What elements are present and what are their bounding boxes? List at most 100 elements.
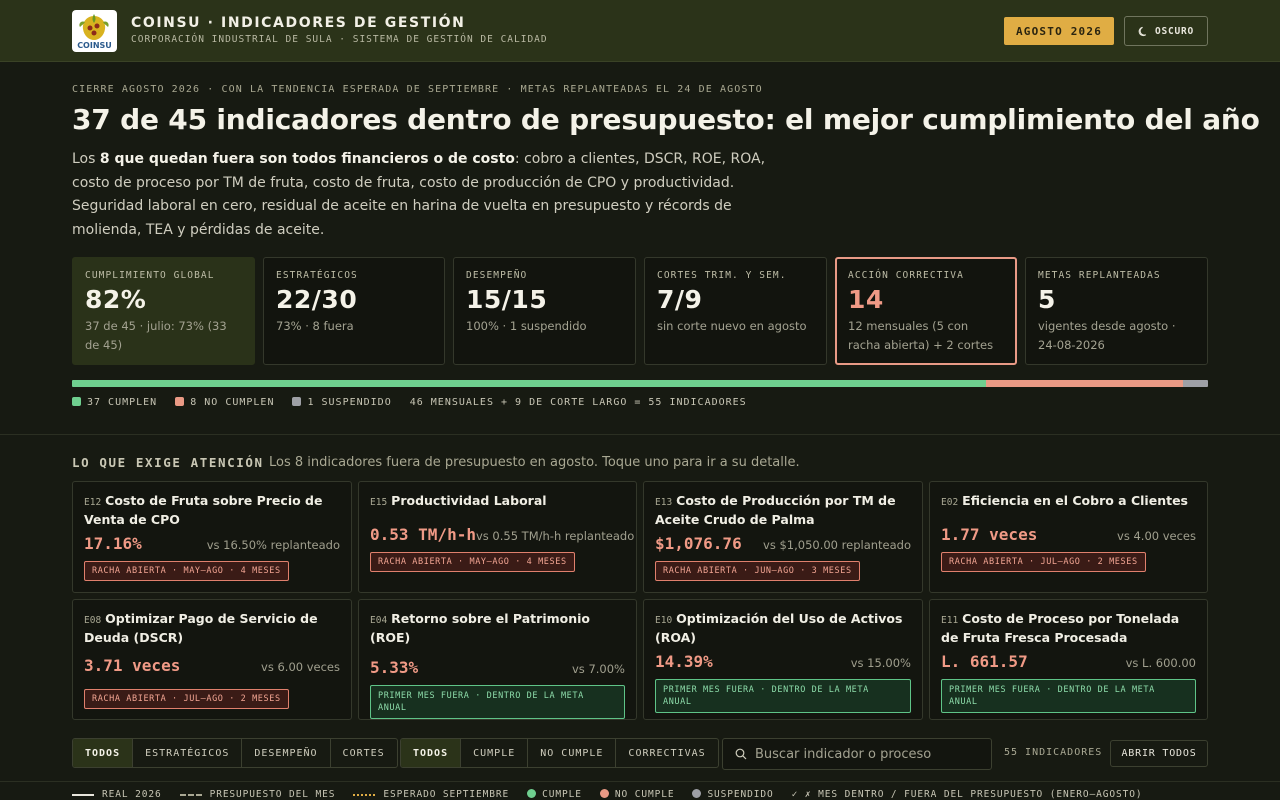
kpi-value: 14	[848, 285, 884, 314]
kpi-label: METAS REPLANTEADAS	[1038, 270, 1161, 281]
attention-card-e04[interactable]: E04 Retorno sobre el Patrimonio (ROE) 5.3…	[358, 599, 637, 720]
card-value: 14.39%	[655, 652, 713, 671]
search-input[interactable]	[755, 746, 975, 762]
streak-tag: RACHA ABIERTA · MAY–AGO · 4 MESES	[370, 552, 575, 572]
filter-type-todos[interactable]: TODOS	[73, 739, 134, 767]
card-value: 0.53 TM/h-h	[370, 525, 476, 544]
filter-type-cortes[interactable]: CORTES	[342, 747, 385, 759]
attention-card-e13[interactable]: E13 Costo de Producción por TM de Aceite …	[643, 481, 923, 593]
type-filter-group: TODOS ESTRATÉGICOS DESEMPEÑO CORTES	[72, 738, 398, 768]
filter-status-no-cumple[interactable]: NO CUMPLE	[528, 739, 617, 767]
attention-card-e12[interactable]: E12 Costo de Fruta sobre Precio de Venta …	[72, 481, 352, 593]
kpi-accion-correctiva[interactable]: ACCIÓN CORRECTIVA 14 12 mensuales (5 con…	[835, 257, 1017, 365]
attention-subtitle: Los 8 indicadores fuera de presupuesto e…	[269, 455, 800, 470]
kpi-label: CUMPLIMIENTO GLOBAL	[85, 270, 215, 281]
kpi-metas-replanteadas[interactable]: METAS REPLANTEADAS 5 vigentes desde agos…	[1025, 257, 1208, 365]
card-target: vs 4.00 veces	[1117, 529, 1196, 543]
attention-title: LO QUE EXIGE ATENCIÓN	[72, 455, 264, 470]
filter-type-desempeno[interactable]: DESEMPEÑO	[242, 739, 331, 767]
filter-status-cumple[interactable]: CUMPLE	[461, 739, 529, 767]
card-target: vs 15.00%	[850, 656, 911, 670]
card-value: L. 661.57	[941, 652, 1028, 671]
card-value: 3.71 veces	[84, 656, 181, 675]
card-value: 5.33%	[370, 658, 419, 677]
legend-real: REAL 2026	[72, 789, 162, 800]
theme-toggle-label: OSCURO	[1154, 25, 1195, 37]
chart-legend: REAL 2026 PRESUPUESTO DEL MES ESPERADO S…	[72, 789, 1142, 800]
kpi-label: CORTES TRIM. Y SEM.	[657, 270, 787, 281]
filter-status-correctivas[interactable]: CORRECTIVAS	[628, 747, 706, 759]
bar-segment-no-cumplen	[985, 380, 1184, 387]
search-icon	[735, 748, 747, 760]
attention-card-e15[interactable]: E15 Productividad Laboral 0.53 TM/h-h vs 0…	[358, 481, 637, 593]
attention-card-e11[interactable]: E11 Costo de Proceso por Tonelada de Frut…	[929, 599, 1208, 720]
status-filter-group: TODOS CUMPLE NO CUMPLE CORRECTIVAS	[400, 738, 719, 768]
bar-segment-suspendido	[1183, 380, 1208, 387]
kpi-note: 73% · 8 fuera	[276, 319, 354, 333]
open-all-button[interactable]: ABRIR TODOS	[1110, 740, 1208, 767]
card-target: vs 0.55 TM/h-h replanteado	[475, 529, 635, 543]
app-title: COINSU · INDICADORES DE GESTIÓN	[131, 15, 466, 31]
streak-tag: RACHA ABIERTA · JUL–AGO · 2 MESES	[941, 552, 1146, 572]
legend-budget: PRESUPUESTO DEL MES	[179, 789, 336, 800]
streak-tag: RACHA ABIERTA · MAY–AGO · 4 MESES	[84, 561, 289, 581]
kpi-cortes[interactable]: CORTES TRIM. Y SEM. 7/9 sin corte nuevo …	[644, 257, 827, 365]
card-value: 17.16%	[84, 534, 142, 553]
card-title: E08 Optimizar Pago de Servicio de Deuda (…	[84, 611, 318, 645]
filter-type-estrategicos[interactable]: ESTRATÉGICOS	[133, 739, 243, 767]
kpi-desempeno[interactable]: DESEMPEÑO 15/15 100% · 1 suspendido	[453, 257, 636, 365]
card-target: vs 16.50% replanteado	[206, 538, 340, 552]
kpi-label: ESTRATÉGICOS	[276, 270, 358, 281]
kpi-value: 22/30	[276, 285, 358, 314]
kpi-note: vigentes desde agosto · 24-08-2026	[1038, 319, 1176, 352]
filter-status-todos[interactable]: TODOS	[401, 739, 462, 767]
svg-text:COINSU: COINSU	[77, 41, 112, 50]
kpi-cumplimiento-global[interactable]: CUMPLIMIENTO GLOBAL 82% 37 de 45 · julio…	[72, 257, 255, 365]
legend-suspendido: 1 SUSPENDIDO	[292, 397, 391, 408]
kpi-note: 100% · 1 suspendido	[466, 319, 587, 333]
streak-tag: RACHA ABIERTA · JUN–AGO · 3 MESES	[655, 561, 860, 581]
top-bar: COINSU COINSU · INDICADORES DE GESTIÓN C…	[0, 0, 1280, 62]
card-target: vs 6.00 veces	[261, 660, 340, 674]
legend-checks: ✓ ✗ MES DENTRO / FUERA DEL PRESUPUESTO (…	[791, 789, 1143, 800]
status-progress-bar	[72, 380, 1208, 387]
streak-tag: RACHA ABIERTA · JUL–AGO · 2 MESES	[84, 689, 289, 709]
kpi-value: 82%	[85, 285, 147, 314]
card-title: E02 Eficiencia en el Cobro a Clientes	[941, 493, 1188, 508]
summary-text: Los 8 que quedan fuera son todos financi…	[72, 151, 766, 238]
card-target: vs 7.00%	[572, 662, 625, 676]
theme-toggle-button[interactable]: OSCURO	[1124, 16, 1208, 46]
kpi-value: 15/15	[466, 285, 548, 314]
card-target: vs $1,050.00 replanteado	[763, 538, 911, 552]
card-value: 1.77 veces	[941, 525, 1038, 544]
section-divider	[0, 434, 1280, 435]
legend-no-cumple: NO CUMPLE	[599, 789, 675, 800]
card-title: E04 Retorno sobre el Patrimonio (ROE)	[370, 611, 590, 645]
bar-segment-cumplen	[72, 380, 986, 387]
card-title: E15 Productividad Laboral	[370, 493, 547, 508]
search-box	[722, 738, 992, 770]
legend-total: 46 MENSUALES + 9 DE CORTE LARGO = 55 IND…	[409, 397, 747, 408]
card-title: E10 Optimización del Uso de Activos (ROA)	[655, 611, 903, 645]
kpi-note: sin corte nuevo en agosto	[657, 319, 807, 333]
indicator-count: 55 INDICADORES	[1004, 747, 1103, 758]
legend-cumplen: 37 CUMPLEN	[72, 397, 157, 408]
first-month-tag: PRIMER MES FUERA · DENTRO DE LA META ANU…	[655, 679, 911, 713]
legend-suspendido-dot: SUSPENDIDO	[692, 789, 773, 800]
coinsu-logo: COINSU	[72, 10, 117, 52]
month-badge[interactable]: AGOSTO 2026	[1004, 17, 1114, 45]
attention-card-e10[interactable]: E10 Optimización del Uso de Activos (ROA)…	[643, 599, 923, 720]
period-eyebrow: CIERRE AGOSTO 2026 · CON LA TENDENCIA ES…	[72, 84, 763, 95]
status-legend: 37 CUMPLEN 8 NO CUMPLEN 1 SUSPENDIDO 46 …	[72, 397, 747, 408]
card-title: E11 Costo de Proceso por Tonelada de Frut…	[941, 611, 1180, 645]
legend-expected: ESPERADO SEPTIEMBRE	[353, 789, 509, 800]
first-month-tag: PRIMER MES FUERA · DENTRO DE LA META ANU…	[941, 679, 1196, 713]
kpi-note: 37 de 45 · julio: 73% (33 de 45)	[85, 319, 227, 352]
attention-card-e02[interactable]: E02 Eficiencia en el Cobro a Clientes 1.7…	[929, 481, 1208, 593]
card-value: $1,076.76	[655, 534, 742, 553]
kpi-estrategicos[interactable]: ESTRATÉGICOS 22/30 73% · 8 fuera	[263, 257, 445, 365]
attention-card-e08[interactable]: E08 Optimizar Pago de Servicio de Deuda (…	[72, 599, 352, 720]
moon-icon	[1138, 26, 1147, 36]
first-month-tag: PRIMER MES FUERA · DENTRO DE LA META ANU…	[370, 685, 625, 719]
kpi-label: DESEMPEÑO	[466, 270, 528, 281]
